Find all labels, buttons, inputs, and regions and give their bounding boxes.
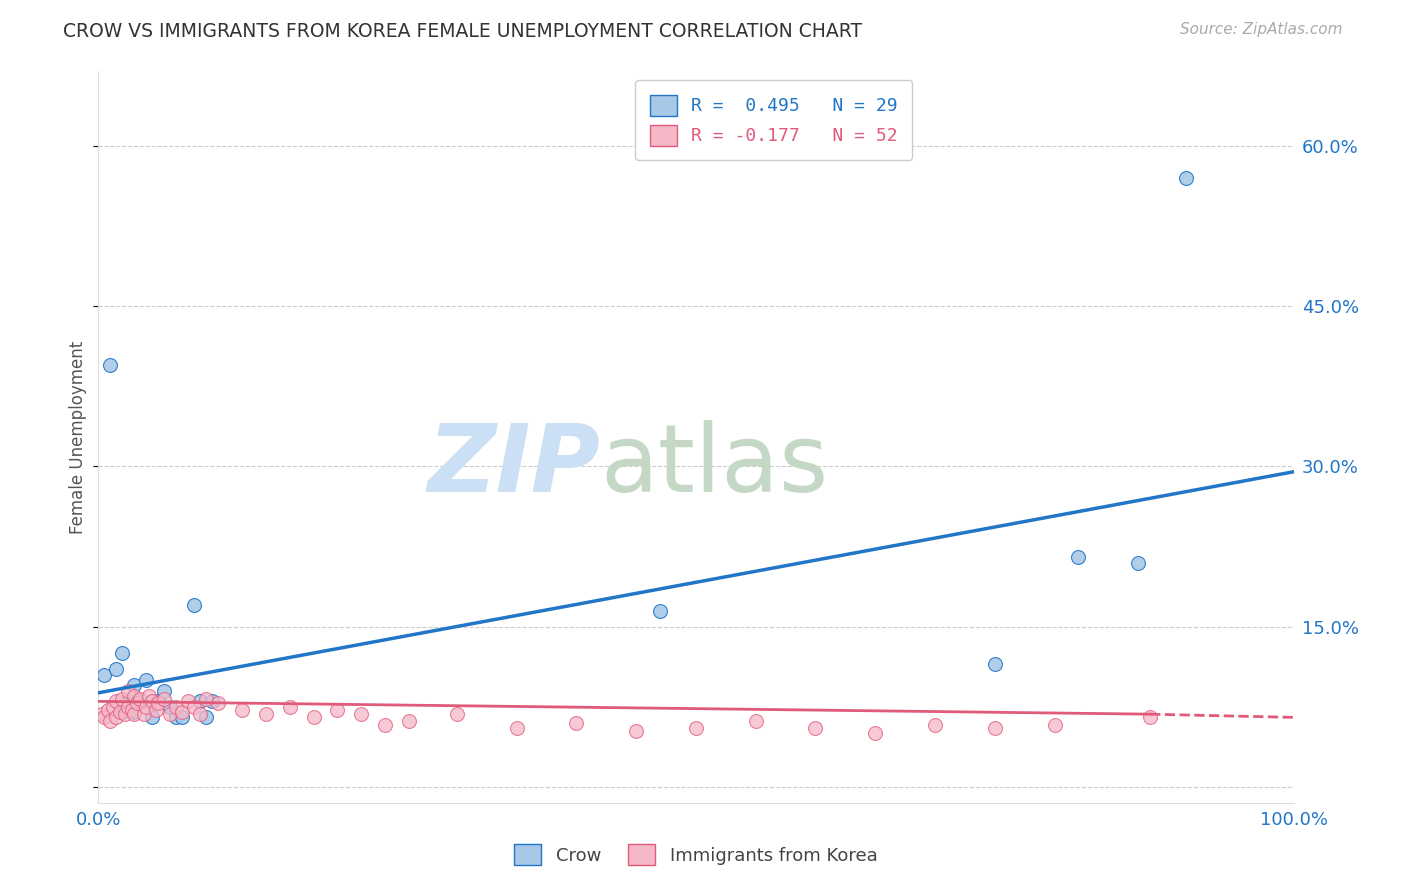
Point <box>135 673 157 687</box>
Point <box>91 707 114 722</box>
Point <box>132 707 155 722</box>
Point <box>374 718 396 732</box>
Point <box>745 714 768 728</box>
Point <box>984 721 1007 735</box>
Point <box>105 710 128 724</box>
Point <box>207 697 229 711</box>
Point <box>177 694 200 708</box>
Point <box>188 707 211 722</box>
Point <box>626 724 648 739</box>
Y-axis label: Female Unemployment: Female Unemployment <box>69 341 87 533</box>
Point <box>98 358 122 372</box>
Legend: Crow, Immigrants from Korea: Crow, Immigrants from Korea <box>505 835 887 874</box>
Point <box>141 694 163 708</box>
Point <box>145 703 167 717</box>
Point <box>129 694 152 708</box>
Point <box>135 699 157 714</box>
Point <box>195 692 218 706</box>
Point <box>165 710 187 724</box>
Point <box>446 707 468 722</box>
Text: ZIP: ZIP <box>427 420 600 512</box>
Point <box>685 721 707 735</box>
Point <box>148 694 170 708</box>
Point <box>117 683 139 698</box>
Point <box>98 714 122 728</box>
Point <box>924 718 946 732</box>
Point <box>124 707 146 722</box>
Point <box>93 710 115 724</box>
Point <box>195 710 218 724</box>
Point <box>101 699 124 714</box>
Point <box>141 710 163 724</box>
Point <box>111 705 134 719</box>
Point <box>231 703 253 717</box>
Point <box>111 646 134 660</box>
Point <box>278 699 301 714</box>
Point <box>172 705 194 719</box>
Point <box>165 699 187 714</box>
Point <box>125 697 148 711</box>
Point <box>111 692 134 706</box>
Point <box>97 703 120 717</box>
Point <box>1067 550 1090 565</box>
Point <box>114 707 136 722</box>
Point <box>1043 718 1066 732</box>
Point <box>159 699 181 714</box>
Point <box>117 699 139 714</box>
Point <box>1139 710 1161 724</box>
Point <box>302 710 325 724</box>
Point <box>648 604 672 618</box>
Point <box>117 694 139 708</box>
Point <box>124 705 146 719</box>
Point <box>108 705 131 719</box>
Point <box>105 662 128 676</box>
Point <box>183 699 205 714</box>
Point <box>121 703 143 717</box>
Point <box>183 599 205 613</box>
Point <box>398 714 420 728</box>
Point <box>153 692 176 706</box>
Point <box>350 707 373 722</box>
Point <box>984 657 1007 671</box>
Point <box>159 707 181 722</box>
Point <box>148 697 170 711</box>
Point <box>201 694 224 708</box>
Point <box>1128 556 1150 570</box>
Point <box>254 707 277 722</box>
Point <box>804 721 827 735</box>
Point <box>124 678 146 692</box>
Point <box>105 694 128 708</box>
Point <box>565 715 588 730</box>
Point <box>124 689 146 703</box>
Text: Source: ZipAtlas.com: Source: ZipAtlas.com <box>1180 22 1343 37</box>
Point <box>138 689 160 703</box>
Point <box>506 721 529 735</box>
Point <box>188 694 211 708</box>
Point <box>129 692 152 706</box>
Point <box>1175 171 1198 186</box>
Point <box>153 683 176 698</box>
Text: CROW VS IMMIGRANTS FROM KOREA FEMALE UNEMPLOYMENT CORRELATION CHART: CROW VS IMMIGRANTS FROM KOREA FEMALE UNE… <box>63 22 862 41</box>
Point <box>326 703 349 717</box>
Point <box>865 726 887 740</box>
Text: atlas: atlas <box>600 420 828 512</box>
Point <box>172 710 194 724</box>
Point <box>93 667 115 681</box>
